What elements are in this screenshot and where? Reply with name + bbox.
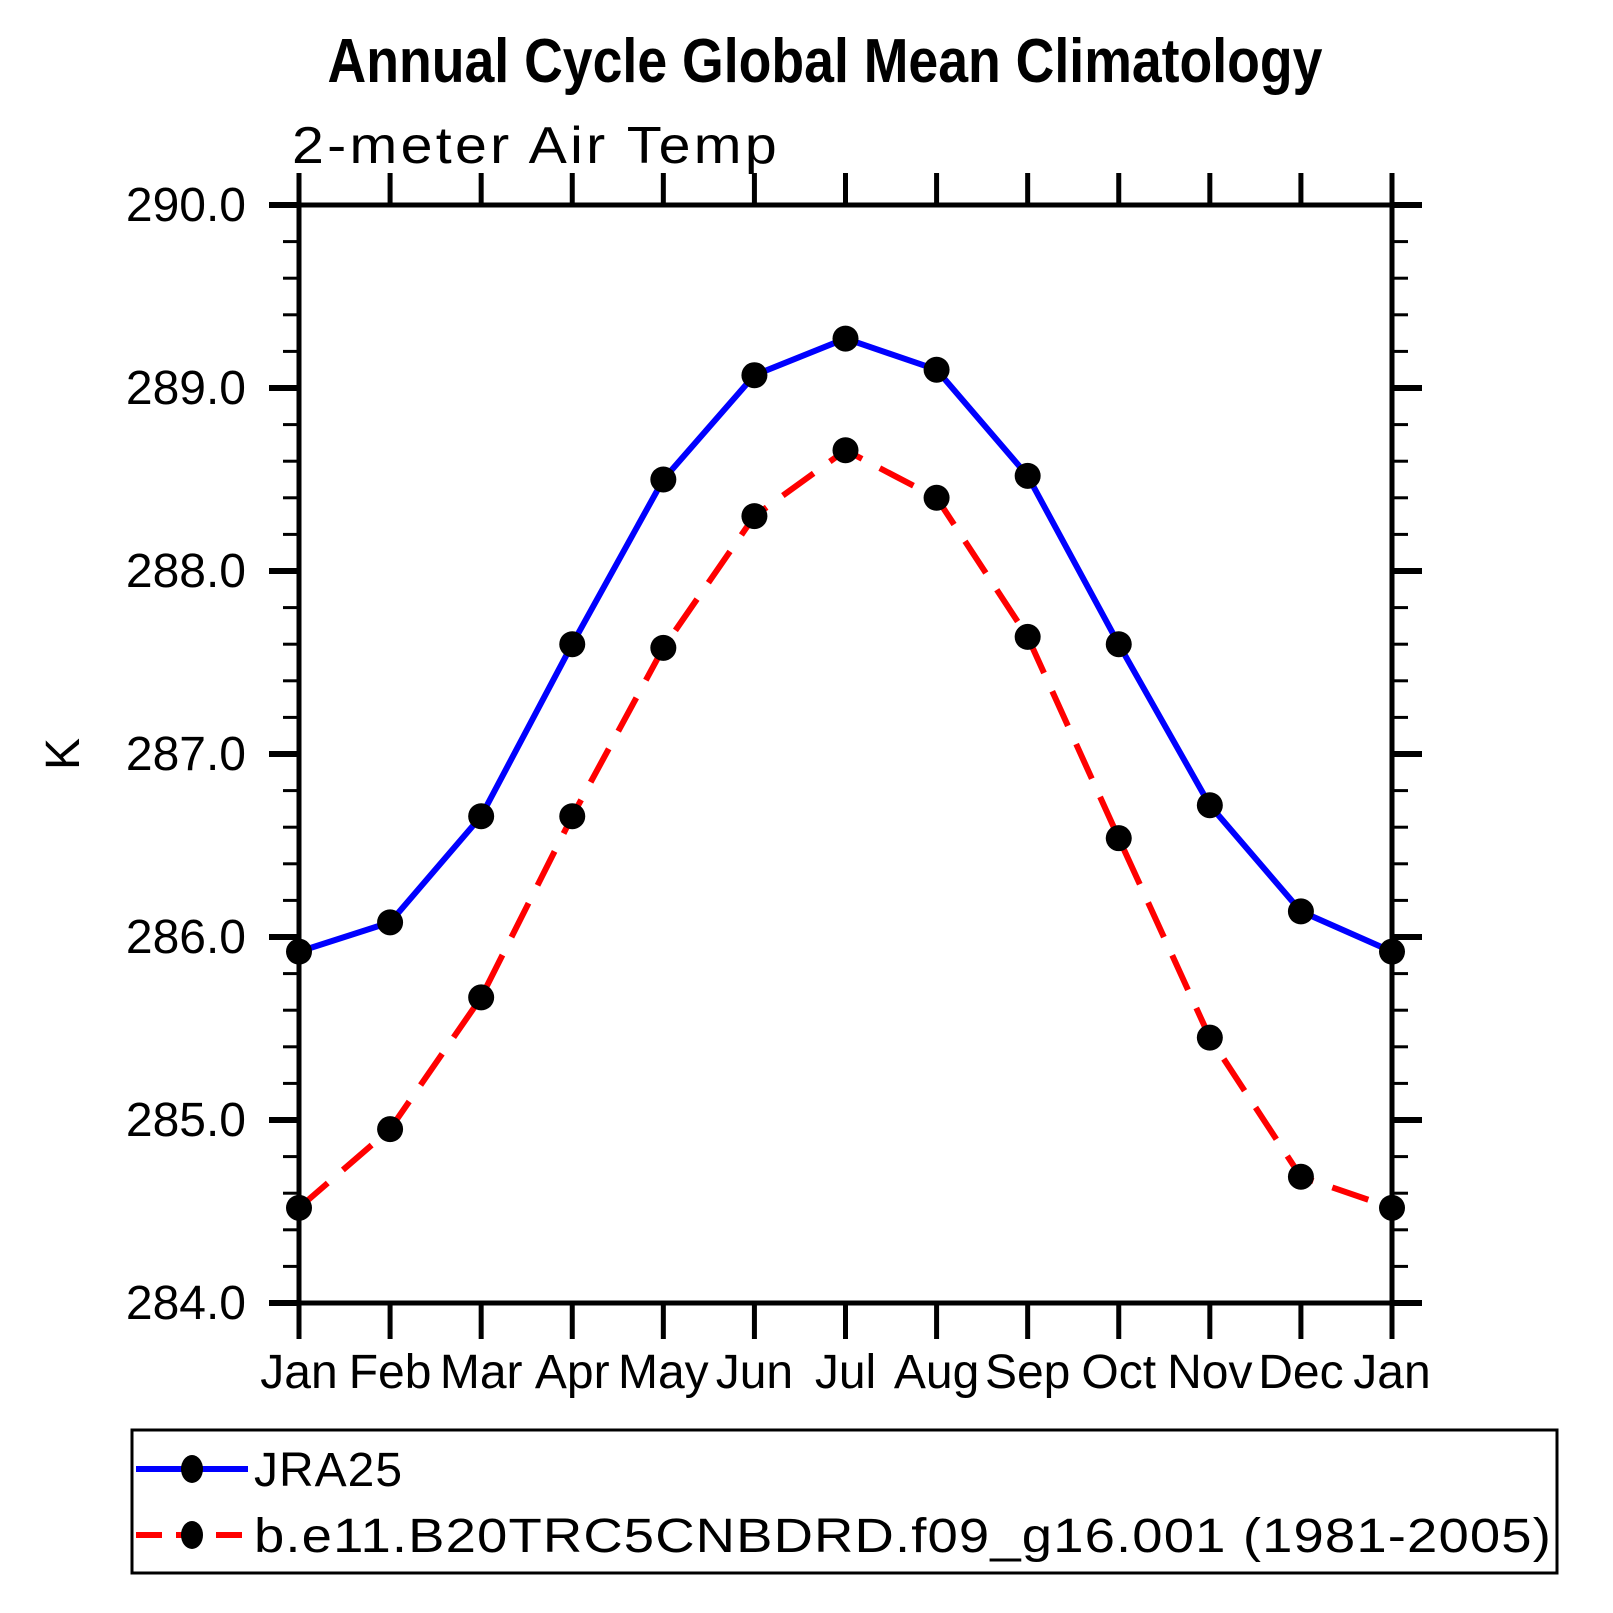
data-point bbox=[741, 503, 768, 530]
x-tick-label: Oct bbox=[1081, 1346, 1156, 1399]
chart-title: Annual Cycle Global Mean Climatology bbox=[328, 27, 1323, 96]
data-point bbox=[1287, 1163, 1314, 1190]
x-tick-label: Mar bbox=[440, 1346, 523, 1399]
x-tick-label: Nov bbox=[1167, 1346, 1252, 1399]
data-point bbox=[1379, 938, 1405, 965]
data-point bbox=[377, 909, 404, 936]
y-tick-label: 289.0 bbox=[126, 362, 246, 415]
data-point bbox=[1105, 631, 1132, 658]
data-point bbox=[1287, 898, 1314, 925]
x-tick-label: Jan bbox=[260, 1346, 337, 1399]
data-point bbox=[741, 362, 768, 389]
data-point bbox=[559, 631, 586, 658]
data-point bbox=[1105, 825, 1132, 852]
y-tick-label: 288.0 bbox=[126, 545, 246, 598]
x-tick-label: Jul bbox=[815, 1346, 876, 1399]
x-tick-label: Jun bbox=[716, 1346, 793, 1399]
x-tick-label: Dec bbox=[1258, 1346, 1343, 1399]
data-point bbox=[1014, 462, 1041, 489]
data-point bbox=[1196, 1024, 1223, 1051]
y-tick-label: 285.0 bbox=[126, 1094, 246, 1147]
legend-label: JRA25 bbox=[254, 1444, 403, 1497]
plot-frame bbox=[296, 202, 1395, 1306]
data-point bbox=[559, 803, 586, 830]
x-tick-label: Sep bbox=[985, 1346, 1070, 1399]
legend-box bbox=[130, 1428, 1559, 1575]
data-point bbox=[650, 466, 677, 493]
x-tick-label: Apr bbox=[535, 1346, 610, 1399]
data-point bbox=[1196, 792, 1223, 819]
y-tick-label: 287.0 bbox=[126, 728, 246, 781]
data-point bbox=[286, 938, 312, 965]
data-point bbox=[468, 984, 495, 1011]
x-tick-label: Jan bbox=[1353, 1346, 1430, 1399]
x-tick-label: Aug bbox=[894, 1346, 979, 1399]
chart-subtitle: 2-meter Air Temp bbox=[292, 117, 780, 175]
y-tick-label: 290.0 bbox=[126, 179, 246, 232]
data-point bbox=[1379, 1194, 1405, 1221]
x-tick-label: Feb bbox=[349, 1346, 432, 1399]
data-point bbox=[832, 437, 859, 464]
legend-label: b.e11.B20TRC5CNBDRD.f09_g16.001 (1981-20… bbox=[254, 1510, 1552, 1563]
data-point bbox=[1014, 623, 1041, 650]
series-line-0 bbox=[298, 335, 1394, 955]
x-tick-label: May bbox=[618, 1346, 709, 1399]
data-point bbox=[468, 803, 495, 830]
y-axis-unit-label: K bbox=[37, 738, 90, 770]
y-tick-label: 286.0 bbox=[126, 911, 246, 964]
data-point bbox=[650, 634, 677, 661]
legend-marker bbox=[181, 1521, 203, 1549]
data-point bbox=[286, 1194, 312, 1221]
data-point bbox=[832, 325, 859, 352]
y-tick-label: 284.0 bbox=[126, 1277, 246, 1330]
data-point bbox=[377, 1116, 404, 1143]
data-point bbox=[923, 356, 950, 383]
data-point bbox=[923, 484, 950, 511]
legend-marker bbox=[181, 1455, 203, 1483]
